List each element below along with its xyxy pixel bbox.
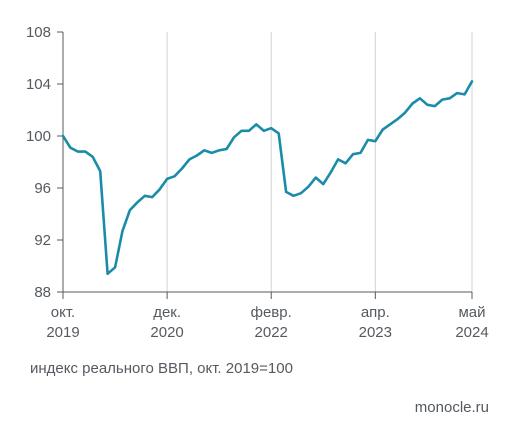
- axes: [57, 31, 473, 299]
- x-tick-label-month: май: [458, 304, 485, 321]
- y-tick-label: 108: [26, 24, 51, 41]
- series-layer: [61, 80, 474, 276]
- x-tick-label-year: 2020: [150, 324, 183, 341]
- gridlines: [166, 32, 473, 292]
- x-tick-label-month: февр.: [251, 304, 292, 321]
- x-tick-label-year: 2022: [255, 324, 288, 341]
- y-tick-label: 96: [34, 180, 51, 197]
- source-label: monocle.ru: [414, 399, 489, 416]
- chart-caption: индекс реального ВВП, окт. 2019=100: [30, 360, 293, 377]
- gdp-index-line-chart: 88 92 96 100 104 108 окт. 2019 дек. 2020 февр. 202…: [26, 24, 489, 341]
- x-tick-label-year: 2024: [455, 324, 488, 341]
- y-tick-label: 100: [26, 128, 51, 145]
- x-tick-label-month: апр.: [361, 304, 390, 321]
- y-tick-label: 92: [34, 232, 51, 249]
- x-tick-label-month: дек.: [153, 304, 181, 321]
- x-tick-label-month: окт.: [51, 304, 75, 321]
- series-line: [61, 80, 474, 276]
- x-tick-label-year: 2019: [46, 324, 79, 341]
- y-tick-labels: 88 92 96 100 104 108: [26, 24, 51, 301]
- x-tick-labels: окт. 2019 дек. 2020 февр. 2022 апр. 2023 май 2024: [46, 304, 488, 341]
- x-tick-label-year: 2023: [359, 324, 392, 341]
- y-tick-label: 88: [34, 284, 51, 301]
- y-tick-label: 104: [26, 76, 51, 93]
